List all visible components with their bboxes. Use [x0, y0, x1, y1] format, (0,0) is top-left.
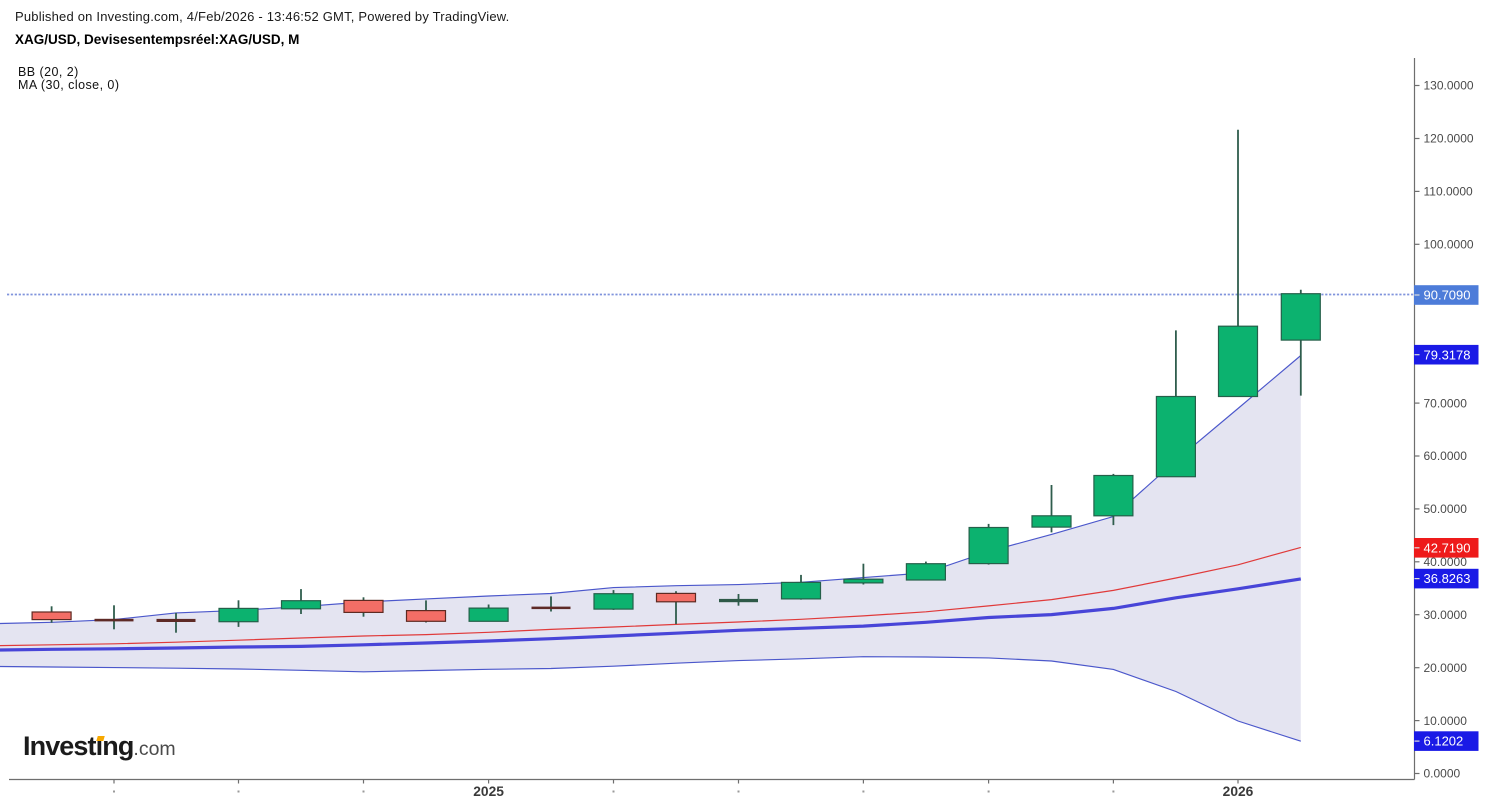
svg-text:120.0000: 120.0000	[1424, 132, 1474, 146]
svg-text:130.0000: 130.0000	[1424, 79, 1474, 93]
svg-text:90.7090: 90.7090	[1424, 288, 1471, 303]
svg-text:6.1202: 6.1202	[1424, 734, 1464, 749]
svg-text:40.0000: 40.0000	[1424, 555, 1468, 569]
svg-text:20.0000: 20.0000	[1424, 661, 1468, 675]
svg-text:70.0000: 70.0000	[1424, 396, 1468, 410]
svg-text:2026: 2026	[1223, 784, 1254, 799]
svg-text:0.0000: 0.0000	[1424, 767, 1461, 781]
svg-text:42.7190: 42.7190	[1424, 540, 1471, 555]
svg-text:60.0000: 60.0000	[1424, 449, 1468, 463]
svg-text:30.0000: 30.0000	[1424, 608, 1468, 622]
svg-text:110.0000: 110.0000	[1424, 185, 1473, 199]
svg-text:2025: 2025	[473, 784, 504, 799]
svg-text:79.3178: 79.3178	[1424, 347, 1471, 362]
svg-text:100.0000: 100.0000	[1424, 238, 1474, 252]
svg-text:50.0000: 50.0000	[1424, 502, 1468, 516]
svg-text:36.8263: 36.8263	[1424, 571, 1471, 586]
svg-text:10.0000: 10.0000	[1424, 714, 1468, 728]
